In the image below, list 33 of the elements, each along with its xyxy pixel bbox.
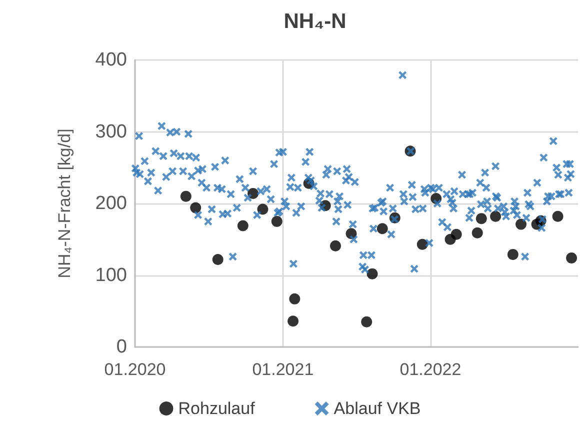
point: [507, 248, 518, 260]
point: [361, 316, 372, 328]
x-tick-label: 01.2020: [104, 360, 166, 379]
point: [490, 210, 502, 222]
point: [516, 218, 527, 230]
point: [376, 223, 388, 234]
y-tick-label: 400: [95, 50, 127, 70]
y-tick-label: 200: [95, 193, 127, 214]
point: [566, 252, 578, 264]
x-tick-label: 01.2022: [400, 360, 462, 379]
y-tick-label: 0: [116, 336, 127, 358]
y-tick-label: 300: [95, 121, 127, 142]
point: [288, 316, 299, 327]
point: [416, 238, 428, 250]
point: [212, 254, 224, 265]
legend-label: Ablauf VKB: [334, 399, 421, 418]
point: [476, 213, 487, 224]
point: [190, 202, 202, 214]
y-tick-label: 100: [95, 264, 127, 286]
legend-label: Rohzulauf: [178, 399, 256, 418]
x-tick-label: 01.2021: [252, 360, 314, 379]
point: [257, 204, 268, 215]
point: [450, 228, 462, 240]
y-axis-title: NH₄-N-Fracht [kg/d]: [55, 128, 74, 278]
point: [472, 227, 483, 238]
point: [330, 240, 341, 252]
point: [237, 220, 248, 232]
point: [271, 216, 282, 227]
chart-title: NH₄-N: [284, 10, 346, 33]
point: [180, 190, 192, 202]
point: [289, 293, 300, 304]
point: [552, 210, 564, 222]
point: [366, 268, 378, 280]
